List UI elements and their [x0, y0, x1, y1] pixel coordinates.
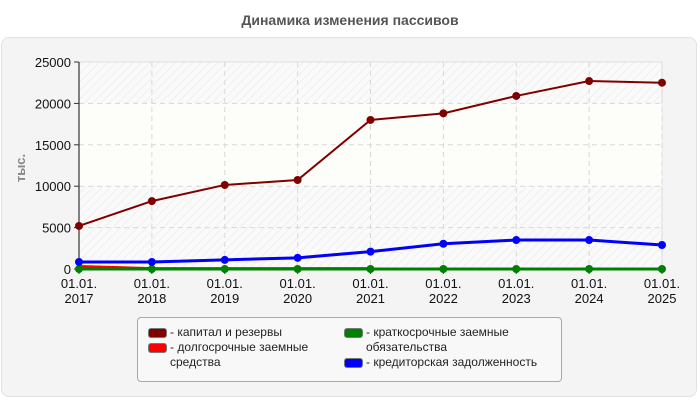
- legend-label: долгосрочные заемные средства: [170, 340, 309, 369]
- x-tick-label: 01.01.: [571, 276, 607, 291]
- data-point[interactable]: [439, 239, 448, 248]
- legend-swatch-icon: [148, 343, 167, 353]
- x-tick-label: 2023: [502, 291, 531, 306]
- x-tick-label: 01.01.: [498, 276, 534, 291]
- data-point[interactable]: [658, 240, 666, 249]
- y-tick-label: 0: [64, 262, 71, 277]
- data-point[interactable]: [366, 247, 375, 256]
- y-tick-label: 15000: [35, 138, 71, 153]
- data-point[interactable]: [512, 91, 521, 100]
- x-tick-label: 2025: [648, 291, 677, 306]
- x-tick-label: 2017: [65, 291, 94, 306]
- data-point[interactable]: [75, 265, 83, 273]
- legend-label: капитал и резервы: [177, 325, 282, 339]
- data-point[interactable]: [75, 221, 83, 230]
- legend-item-payables: - кредиторская задолженность: [344, 355, 566, 370]
- x-tick-label: 01.01.: [352, 276, 388, 291]
- y-axis-label: тыс.: [13, 154, 28, 182]
- legend-label: краткосрочные заемные обязательства: [366, 325, 509, 354]
- legend-item-short-term-loans: - краткосрочные заемные обязательства: [344, 325, 566, 355]
- data-point[interactable]: [658, 78, 666, 87]
- x-tick-label: 01.01.: [134, 276, 170, 291]
- x-tick-label: 2024: [575, 291, 604, 306]
- x-tick-label: 2019: [210, 291, 239, 306]
- x-tick-label: 01.01.: [61, 276, 97, 291]
- x-tick-label: 2018: [137, 291, 166, 306]
- data-point[interactable]: [147, 265, 156, 273]
- data-point[interactable]: [585, 77, 594, 86]
- legend-label: кредиторская задолженность: [373, 355, 538, 369]
- x-tick-label: 01.01.: [425, 276, 461, 291]
- data-point[interactable]: [585, 265, 594, 273]
- data-point[interactable]: [293, 175, 302, 184]
- data-point[interactable]: [220, 265, 229, 273]
- legend-swatch-icon: [344, 358, 363, 368]
- legend-swatch-icon: [148, 328, 167, 338]
- legend-swatch-icon: [344, 328, 363, 338]
- y-tick-label: 5000: [42, 221, 71, 236]
- y-tick-label: 10000: [35, 179, 71, 194]
- legend-column-left: - капитал и резервы - долгосрочные заемн…: [148, 325, 330, 370]
- data-point[interactable]: [366, 115, 375, 124]
- x-tick-label: 01.01.: [644, 276, 680, 291]
- x-tick-label: 2020: [283, 291, 312, 306]
- x-tick-label: 01.01.: [280, 276, 316, 291]
- data-point[interactable]: [512, 236, 521, 245]
- data-point[interactable]: [585, 236, 594, 245]
- chart-title: Динамика изменения пассивов: [241, 12, 459, 28]
- data-point[interactable]: [439, 265, 448, 273]
- x-tick-label: 2022: [429, 291, 458, 306]
- data-point[interactable]: [220, 180, 229, 189]
- data-point[interactable]: [220, 255, 229, 264]
- data-point[interactable]: [147, 257, 156, 266]
- chart-legend: - капитал и резервы - долгосрочные заемн…: [137, 317, 562, 382]
- legend-item-long-term-loans: - долгосрочные заемные средства: [148, 340, 330, 370]
- legend-column-right: - краткосрочные заемные обязательства - …: [344, 325, 566, 370]
- data-point[interactable]: [293, 253, 302, 262]
- data-point[interactable]: [293, 265, 302, 273]
- data-point[interactable]: [147, 197, 156, 206]
- data-point[interactable]: [658, 265, 666, 273]
- data-point[interactable]: [366, 265, 375, 273]
- x-tick-label: 01.01.: [207, 276, 243, 291]
- data-point[interactable]: [439, 109, 448, 118]
- x-tick-label: 2021: [356, 291, 385, 306]
- data-point[interactable]: [75, 257, 83, 266]
- data-point[interactable]: [512, 265, 521, 273]
- legend-item-capital: - капитал и резервы: [148, 325, 330, 340]
- y-tick-label: 20000: [35, 96, 71, 111]
- y-tick-label: 25000: [35, 55, 71, 70]
